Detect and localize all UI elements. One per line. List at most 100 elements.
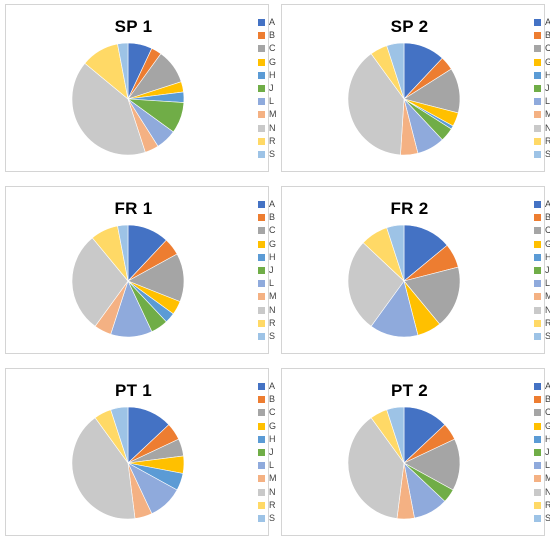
- legend-swatch: [258, 71, 265, 79]
- legend-label: J: [545, 82, 550, 93]
- legend-swatch: [258, 111, 265, 119]
- pie-chart: [71, 42, 185, 156]
- legend-label: S: [545, 512, 550, 523]
- pie-slice-n: [71, 237, 129, 327]
- legend-label: H: [269, 251, 276, 262]
- legend-swatch: [258, 280, 265, 288]
- legend-swatch: [534, 280, 541, 288]
- legend-label: S: [545, 148, 550, 159]
- pie-slice-n: [347, 417, 405, 519]
- legend-swatch: [534, 475, 541, 483]
- chart-title: SP 1: [114, 17, 153, 36]
- legend-swatch: [258, 137, 265, 145]
- legend-label: C: [545, 225, 550, 236]
- pie-chart: [347, 224, 461, 338]
- legend-label: L: [269, 278, 275, 289]
- legend-swatch: [258, 98, 265, 106]
- legend-swatch: [534, 396, 541, 404]
- legend-swatch: [534, 201, 541, 208]
- legend-label: H: [269, 69, 276, 80]
- pie-slice-n: [71, 62, 146, 156]
- legend-swatch: [258, 45, 265, 53]
- legend-label: A: [269, 17, 276, 27]
- legend-label: N: [269, 122, 276, 133]
- legend-swatch: [258, 240, 265, 248]
- legend-label: M: [269, 473, 277, 484]
- pie-slice-c: [403, 438, 461, 491]
- pie-slice-s: [117, 224, 129, 282]
- legend-label: R: [545, 135, 550, 146]
- legend-label: R: [545, 317, 550, 328]
- legend-label: A: [269, 199, 276, 209]
- legend-label: S: [269, 512, 276, 523]
- legend-label: A: [545, 381, 550, 391]
- legend-swatch: [534, 319, 541, 327]
- legend-swatch: [534, 84, 541, 92]
- legend-label: R: [269, 499, 276, 510]
- legend-label: N: [545, 122, 550, 133]
- pie-slice-s: [110, 406, 129, 464]
- legend-swatch: [258, 58, 265, 66]
- legend-label: R: [545, 499, 550, 510]
- legend-swatch: [258, 422, 265, 430]
- legend-label: H: [545, 433, 550, 444]
- legend-swatch: [258, 19, 265, 26]
- legend-swatch: [258, 435, 265, 443]
- legend-label: L: [545, 460, 550, 471]
- pie-slice-n: [71, 417, 136, 520]
- legend-label: A: [545, 199, 550, 209]
- legend-label: N: [269, 304, 276, 315]
- legend-swatch: [258, 319, 265, 327]
- chart-title: PT 2: [390, 381, 429, 400]
- legend-label: B: [269, 212, 276, 223]
- legend-label: C: [269, 225, 276, 236]
- legend-swatch: [534, 422, 541, 430]
- legend-label: C: [545, 407, 550, 418]
- legend-label: J: [269, 446, 274, 457]
- legend-swatch: [534, 240, 541, 248]
- pie-slice-s: [117, 42, 129, 100]
- legend-label: C: [545, 43, 550, 54]
- legend-label: N: [269, 486, 276, 497]
- legend-swatch: [258, 84, 265, 92]
- legend-label: B: [545, 394, 550, 405]
- legend-swatch: [258, 201, 265, 208]
- legend-swatch: [534, 19, 541, 26]
- legend-label: S: [269, 330, 276, 341]
- legend-swatch: [534, 58, 541, 66]
- legend-swatch: [534, 111, 541, 119]
- legend-label: G: [545, 238, 550, 249]
- legend-swatch: [258, 514, 265, 522]
- legend-swatch: [258, 293, 265, 301]
- legend-label: N: [545, 304, 550, 315]
- legend-label: R: [269, 135, 276, 146]
- legend-swatch: [258, 501, 265, 509]
- legend-swatch: [534, 293, 541, 301]
- legend-swatch: [534, 306, 541, 314]
- pie-chart: [347, 42, 461, 156]
- chart-title: PT 1: [114, 381, 153, 400]
- legend-label: G: [545, 420, 550, 431]
- legend-label: L: [545, 96, 550, 107]
- legend-swatch: [258, 214, 265, 222]
- legend-label: S: [545, 330, 550, 341]
- pie-chart: [71, 224, 185, 338]
- legend-swatch: [258, 488, 265, 496]
- legend-label: R: [269, 317, 276, 328]
- legend-swatch: [534, 45, 541, 53]
- legend-label: M: [545, 109, 550, 120]
- legend-label: B: [269, 30, 276, 41]
- chart-title: FR 2: [390, 199, 429, 218]
- legend-label: M: [545, 291, 550, 302]
- legend-swatch: [258, 383, 265, 390]
- legend-label: B: [269, 394, 276, 405]
- legend-swatch: [258, 32, 265, 40]
- legend-swatch: [534, 124, 541, 132]
- legend-swatch: [258, 462, 265, 470]
- legend-label: H: [269, 433, 276, 444]
- legend-swatch: [534, 501, 541, 509]
- chart-title: SP 2: [390, 17, 429, 36]
- legend-label: L: [269, 96, 275, 107]
